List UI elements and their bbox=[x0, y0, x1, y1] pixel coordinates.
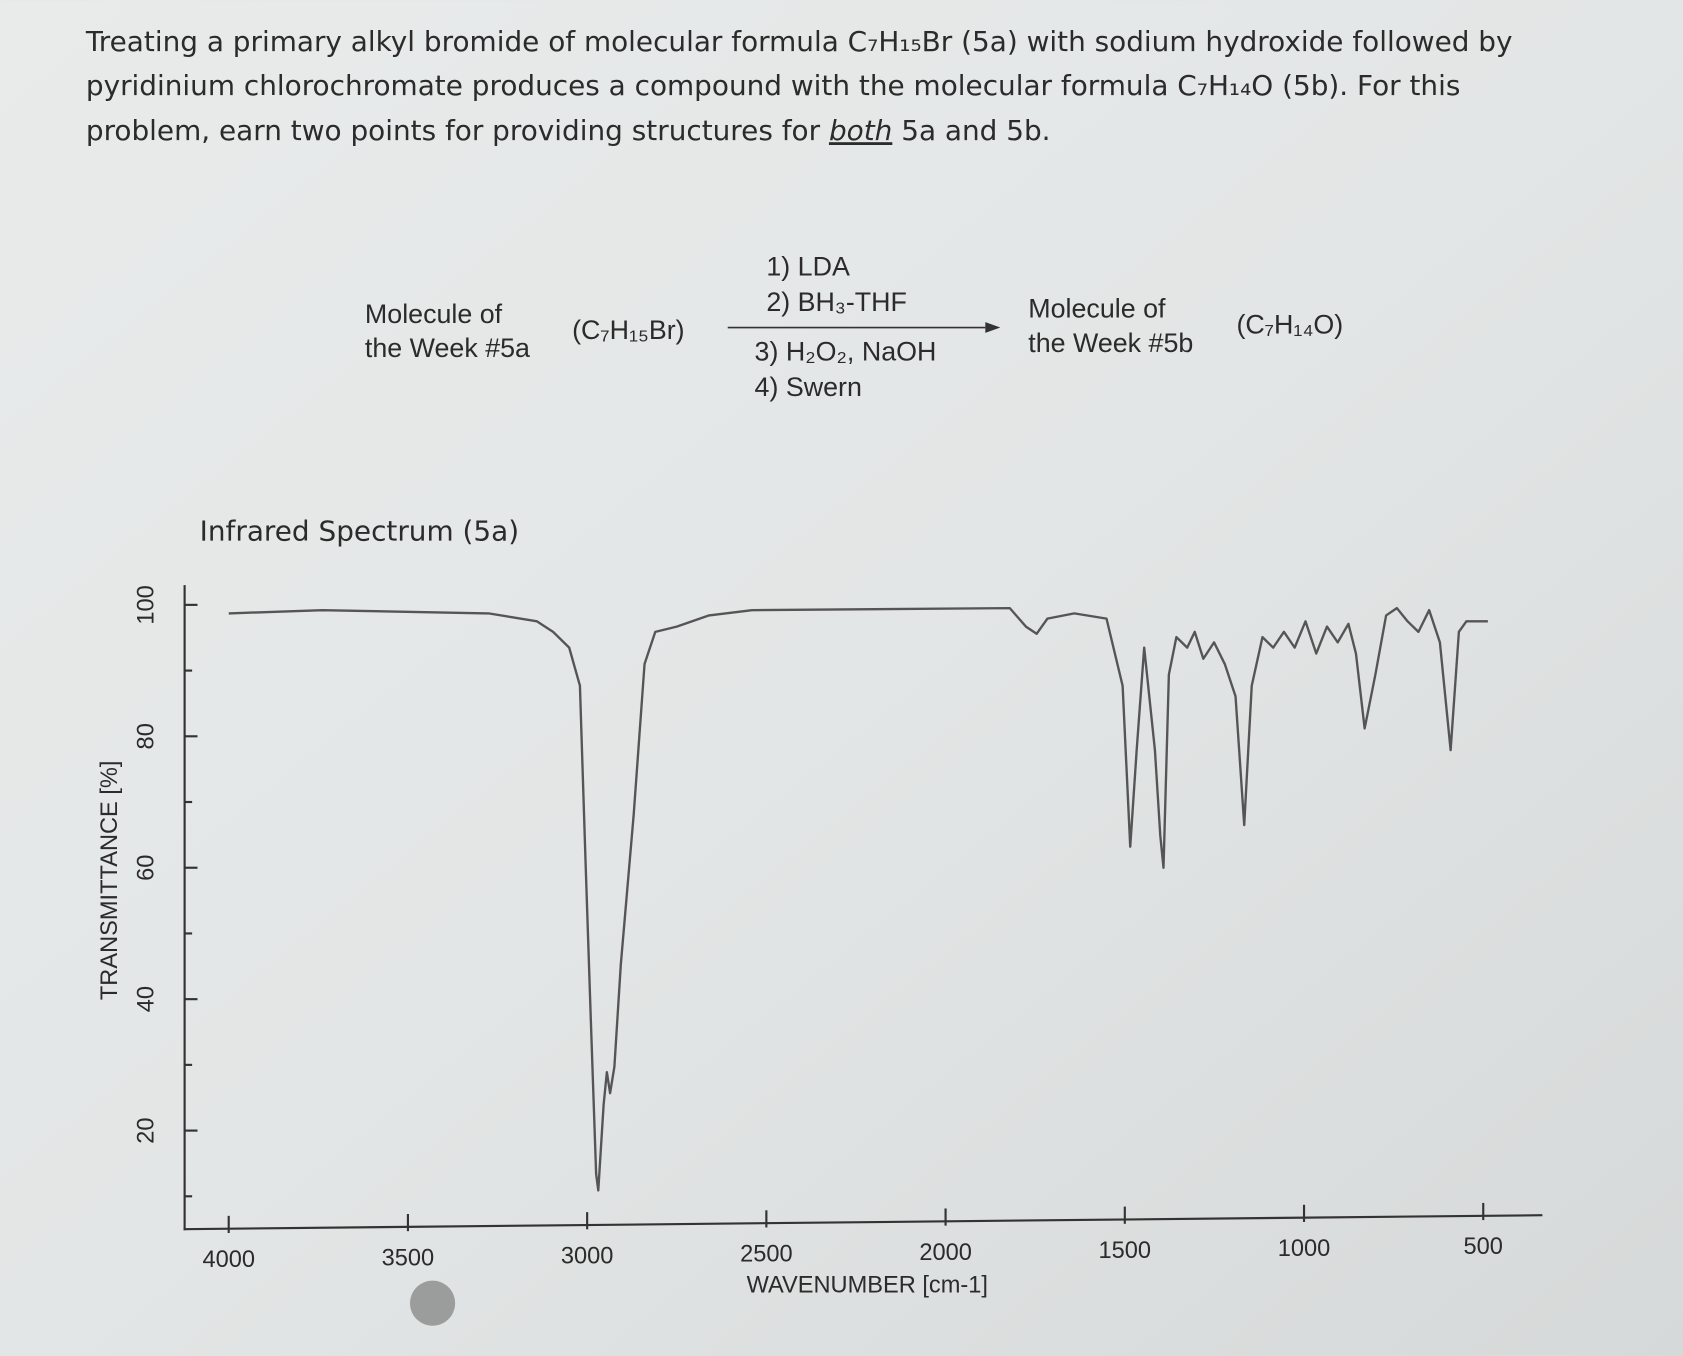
x-tick-label: 500 bbox=[1464, 1234, 1503, 1260]
product-name: Molecule of bbox=[1028, 293, 1166, 323]
y-tick-label: 40 bbox=[133, 986, 159, 1012]
start-formula: (C₇H₁₅Br) bbox=[572, 315, 685, 345]
question: Treating a primary alkyl bromide of mole… bbox=[85, 25, 1513, 147]
reagent: 2) BH₃-THF bbox=[766, 287, 907, 317]
product-name: the Week #5b bbox=[1028, 328, 1193, 358]
y-tick-label: 100 bbox=[133, 585, 159, 624]
start-name: the Week #5a bbox=[365, 333, 530, 363]
reagent: 3) H₂O₂, NaOH bbox=[755, 336, 937, 366]
product-formula: (C₇H₁₄O) bbox=[1236, 310, 1343, 340]
reagent: 1) LDA bbox=[766, 252, 850, 282]
y-axis-label: TRANSMITTANCE [%] bbox=[97, 761, 123, 1001]
y-tick-label: 80 bbox=[133, 723, 159, 749]
question-line: pyridinium chlorochromate produces a com… bbox=[86, 69, 1461, 102]
reagent: 4) Swern bbox=[755, 372, 862, 402]
reaction-scheme: Molecule of the Week #5a (C₇H₁₅Br) 1) LD… bbox=[365, 252, 1343, 402]
x-tick-label: 2500 bbox=[740, 1242, 793, 1268]
emphasis: both bbox=[829, 114, 892, 147]
question-line: Treating a primary alkyl bromide of mole… bbox=[85, 25, 1513, 58]
x-tick-label: 1000 bbox=[1278, 1236, 1331, 1262]
start-name: Molecule of bbox=[365, 299, 503, 329]
x-tick-label: 1500 bbox=[1099, 1238, 1152, 1264]
x-tick-label: 3000 bbox=[561, 1243, 614, 1269]
cursor-dot bbox=[410, 1280, 456, 1326]
chart-title: Infrared Spectrum (5a) bbox=[200, 515, 519, 548]
text-run: problem, earn two points for providing s… bbox=[86, 114, 829, 147]
x-tick-label: 2000 bbox=[919, 1240, 972, 1266]
x-axis-label: WAVENUMBER [cm-1] bbox=[747, 1272, 988, 1298]
plot: 20 40 60 80 100 4000 3500 3000 2500 2000 1500 1000 5… bbox=[133, 585, 1503, 1273]
spectrum-line bbox=[228, 606, 1488, 1192]
y-tick-label: 20 bbox=[133, 1117, 159, 1143]
text-run: 5a and 5b. bbox=[892, 114, 1050, 147]
x-tick-label: 4000 bbox=[202, 1247, 255, 1273]
x-tick-label: 3500 bbox=[382, 1245, 435, 1271]
question-line: problem, earn two points for providing s… bbox=[86, 114, 1051, 147]
y-tick-label: 60 bbox=[133, 855, 159, 881]
x-axis bbox=[183, 1214, 1543, 1231]
arrow-head bbox=[985, 322, 1001, 333]
